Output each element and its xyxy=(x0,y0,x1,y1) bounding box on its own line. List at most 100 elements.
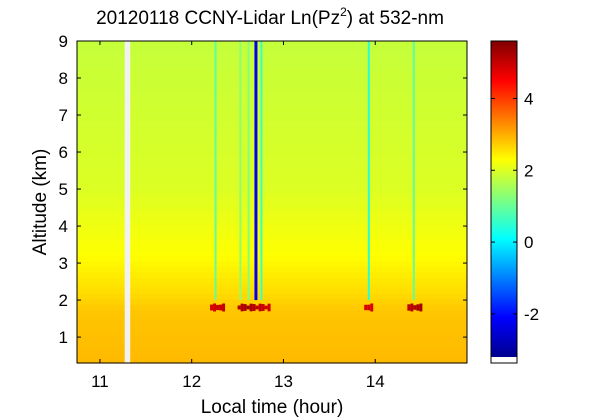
heatmap-band xyxy=(77,261,467,267)
heatmap-band xyxy=(77,336,467,343)
cloud-layer-cell xyxy=(255,305,259,310)
low-signal-column xyxy=(412,41,415,301)
heatmap-band xyxy=(77,223,467,230)
heatmap-plot-area xyxy=(77,41,467,364)
chart-title: 20120118 CCNY-Lidar Ln(Pz2) at 532-nm xyxy=(96,5,444,29)
heatmap-band xyxy=(77,67,467,74)
heatmap-band xyxy=(77,121,467,128)
heatmap-band xyxy=(77,202,467,208)
heatmap-band xyxy=(77,228,467,235)
heatmap-band xyxy=(77,78,467,85)
heatmap-band xyxy=(77,266,467,273)
colorbar-tick-label: -2 xyxy=(524,305,539,324)
heatmap-band xyxy=(77,287,467,294)
heatmap-band xyxy=(77,153,467,160)
cloud-layer-cell xyxy=(219,304,223,311)
heatmap-band xyxy=(77,126,467,133)
heatmap-band xyxy=(77,314,467,321)
heatmap-band xyxy=(77,73,467,80)
cloud-layer-cell xyxy=(410,303,414,312)
x-tick-label: 13 xyxy=(274,372,293,391)
heatmap-band xyxy=(77,105,467,112)
cloud-layer-cell xyxy=(222,303,226,312)
y-axis-label: Altitude (km) xyxy=(30,149,51,256)
cloud-layer-cell xyxy=(213,303,217,312)
cloud-layer-cell xyxy=(246,305,250,310)
heatmap-band xyxy=(77,218,467,225)
heatmap-band xyxy=(77,250,467,257)
heatmap-band xyxy=(77,89,467,96)
x-axis: 11 12 13 14 xyxy=(91,41,385,391)
heatmap-band xyxy=(77,303,467,310)
heatmap-band xyxy=(77,169,467,176)
heatmap-band xyxy=(77,271,467,278)
y-tick-label: 9 xyxy=(59,32,68,51)
heatmap-band xyxy=(77,282,467,289)
heatmap-band xyxy=(77,341,467,348)
low-signal-column xyxy=(214,41,217,301)
heatmap-band xyxy=(77,116,467,123)
heatmap-band xyxy=(77,142,467,149)
heatmap-band xyxy=(77,320,467,327)
cloud-layer-cell xyxy=(364,304,368,311)
heatmap-band xyxy=(77,180,467,187)
y-tick-label: 3 xyxy=(59,254,68,273)
colorbar-empty-segment xyxy=(491,357,517,363)
heatmap-band xyxy=(77,110,467,117)
heatmap-band xyxy=(77,148,467,155)
heatmap-band xyxy=(77,175,467,182)
heatmap-band xyxy=(77,207,467,214)
cloud-layer-cell xyxy=(210,304,214,311)
heatmap-band xyxy=(77,239,467,246)
heatmap-band xyxy=(77,51,467,58)
cloud-layer-cell xyxy=(249,303,253,312)
heatmap-band xyxy=(77,57,467,64)
cloud-layer-cell xyxy=(407,304,411,311)
colorbar-axis: -2 0 2 4 xyxy=(491,89,539,324)
cloud-layer-cell xyxy=(416,304,420,311)
heatmap-band xyxy=(77,346,467,353)
heatmap-band xyxy=(77,164,467,171)
low-signal-column xyxy=(254,41,258,301)
heatmap-band xyxy=(77,234,467,241)
heatmap-band xyxy=(77,46,467,53)
heatmap-band xyxy=(77,100,467,106)
y-tick-label: 4 xyxy=(59,217,68,236)
colorbar-tick-label: 0 xyxy=(524,233,533,252)
x-tick-label: 12 xyxy=(182,372,201,391)
colorbar xyxy=(491,41,517,357)
heatmap-band xyxy=(77,277,467,284)
cloud-layer-cell xyxy=(216,304,220,311)
heatmap-band xyxy=(77,185,467,192)
heatmap-band xyxy=(77,62,467,69)
heatmap-band xyxy=(77,325,467,332)
heatmap-band xyxy=(77,159,467,166)
plot-frame xyxy=(76,40,468,364)
low-signal-column xyxy=(260,41,263,301)
y-tick-label: 2 xyxy=(59,291,68,310)
low-signal-column xyxy=(239,41,242,301)
colorbar-frame xyxy=(490,40,518,364)
colorbar-tick-label: 2 xyxy=(524,161,533,180)
y-axis: 1 2 3 4 5 6 7 8 9 xyxy=(59,32,467,347)
cloud-layer-cell xyxy=(240,303,244,312)
x-tick-label: 14 xyxy=(366,372,385,391)
heatmap-band xyxy=(77,137,467,144)
y-tick-label: 6 xyxy=(59,143,68,162)
heatmap-band xyxy=(77,309,467,316)
heatmap-band xyxy=(77,352,467,359)
low-signal-column xyxy=(367,41,370,301)
cloud-layer-cell xyxy=(258,303,262,312)
cloud-layer-cell xyxy=(367,304,371,311)
low-signal-column xyxy=(247,41,250,301)
cloud-layer-cell xyxy=(370,303,374,312)
heatmap-band xyxy=(77,357,467,364)
y-tick-label: 8 xyxy=(59,69,68,88)
heatmap-band xyxy=(77,41,467,47)
x-tick-label: 11 xyxy=(91,372,109,391)
cloud-layer-cell xyxy=(237,305,241,310)
cloud-layer-cell xyxy=(252,304,256,311)
cloud-layer-cell xyxy=(243,304,247,311)
cloud-layer-cell xyxy=(419,303,423,312)
